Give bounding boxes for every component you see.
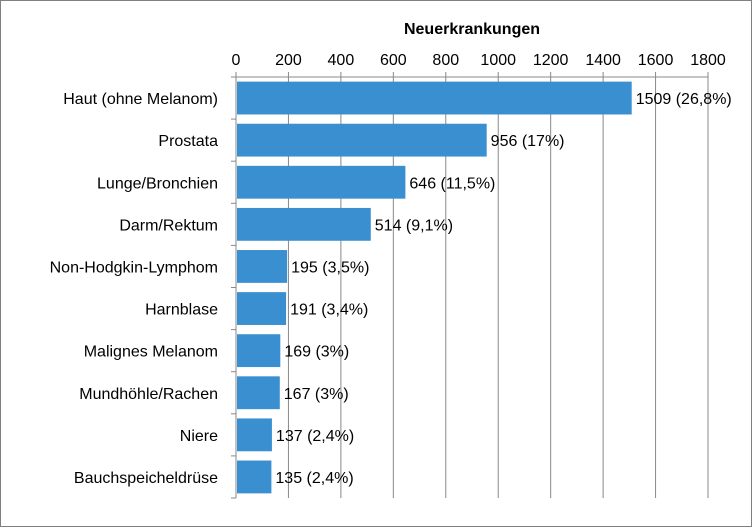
category-label: Non-Hodgkin-Lymphom — [50, 259, 218, 276]
x-tick-label: 1600 — [638, 52, 674, 69]
data-label: 646 (11,5%) — [409, 175, 495, 192]
category-label: Haut (ohne Melanom) — [63, 91, 218, 108]
bar — [237, 418, 272, 452]
category-label: Malignes Melanom — [84, 344, 218, 361]
labels: 0 200 400 600 800 1000 1200 1400 1600 1800 Haut (o… — [50, 52, 732, 487]
category-label: Harnblase — [145, 302, 218, 319]
data-label: 956 (17%) — [491, 133, 565, 150]
bar — [237, 292, 287, 325]
bar — [237, 123, 487, 157]
x-tick-label: 1400 — [585, 52, 621, 69]
category-label: Niere — [180, 428, 218, 445]
bar — [237, 460, 272, 494]
bar — [237, 250, 288, 283]
x-tick-label: 600 — [380, 52, 407, 69]
bar — [237, 334, 281, 368]
bar — [237, 165, 406, 199]
category-label: Mundhöhle/Rachen — [79, 386, 218, 403]
axes — [231, 72, 709, 499]
category-label: Lunge/Bronchien — [97, 175, 218, 192]
bar — [237, 376, 280, 410]
data-label: 195 (3,5%) — [291, 259, 369, 276]
category-label: Darm/Rektum — [119, 217, 218, 234]
data-label: 514 (9,1%) — [375, 217, 453, 234]
bar — [237, 207, 371, 241]
category-label: Prostata — [158, 133, 218, 150]
data-label: 191 (3,4%) — [290, 302, 368, 319]
data-label: 137 (2,4%) — [276, 428, 354, 445]
data-label: 1509 (26,8%) — [636, 91, 732, 108]
x-tick-label: 400 — [328, 52, 355, 69]
category-label: Bauchspeicheldrüse — [74, 470, 218, 487]
bar — [237, 81, 632, 115]
chart-title: Neuerkrankungen — [404, 21, 540, 38]
x-tick-label: 800 — [432, 52, 459, 69]
bars — [237, 81, 632, 494]
x-tick-label: 1200 — [533, 52, 569, 69]
data-label: 169 (3%) — [284, 344, 349, 361]
x-tick-label: 1800 — [690, 52, 726, 69]
x-tick-label: 1000 — [480, 52, 516, 69]
x-tick-label: 200 — [275, 52, 302, 69]
data-label: 167 (3%) — [284, 386, 349, 403]
x-tick-label: 0 — [232, 52, 241, 69]
data-label: 135 (2,4%) — [275, 470, 353, 487]
